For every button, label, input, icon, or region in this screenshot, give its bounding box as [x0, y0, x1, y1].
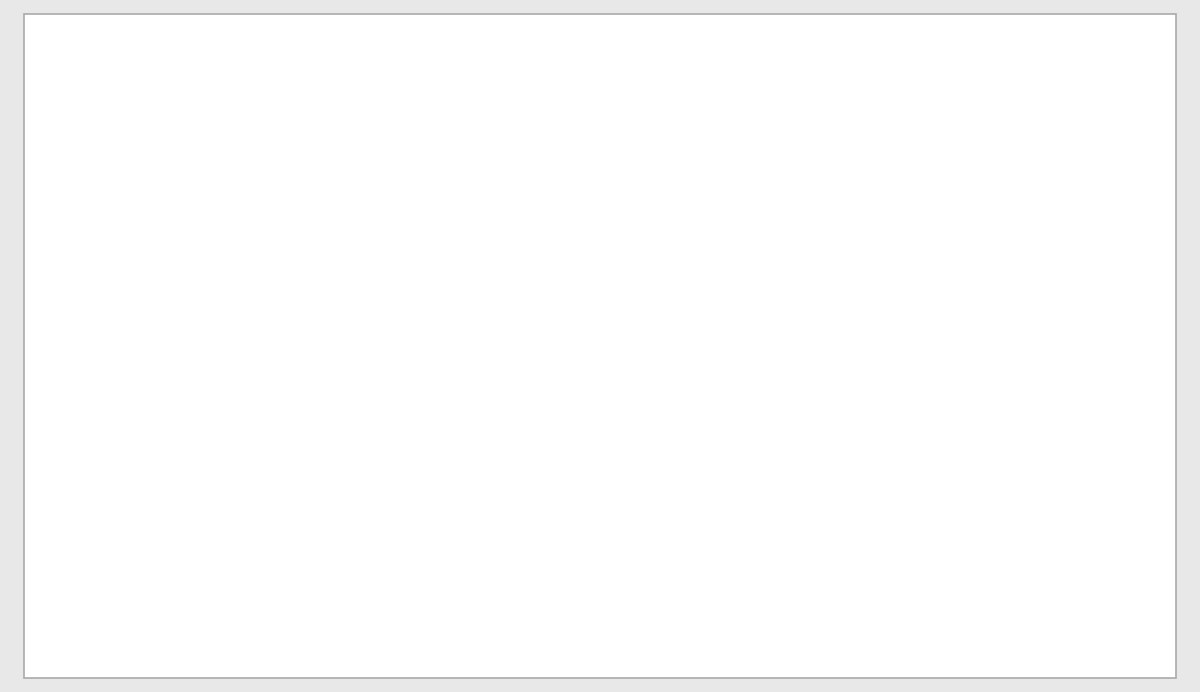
Text: $(\sqrt{2} - \sqrt{5}),\,(\sqrt{3} - \sqrt{6}),\,(\sqrt{4} - \sqrt{7}),\,...$: $(\sqrt{2} - \sqrt{5}),\,(\sqrt{3} - \sq… — [340, 268, 890, 308]
Text: Determine whether the sequence converges, and if so find its limit.: Determine whether the sequence converges… — [192, 167, 1001, 190]
FancyBboxPatch shape — [350, 368, 592, 416]
FancyBboxPatch shape — [666, 543, 710, 569]
Text: $a_n =$: $a_n =$ — [313, 531, 371, 558]
Text: Find the general term of the sequence, starting with $n = 1.$: Find the general term of the sequence, s… — [192, 120, 895, 147]
Text: $\lim_{n\to+\infty}$: $\lim_{n\to+\infty}$ — [192, 525, 238, 558]
Text: The sequence diverges.: The sequence diverges. — [725, 545, 1024, 567]
Text: If the sequence diverges, indicate that using the checkbox.: If the sequence diverges, indicate that … — [192, 214, 900, 237]
Text: $a_n =$: $a_n =$ — [234, 379, 292, 406]
FancyBboxPatch shape — [350, 525, 522, 573]
